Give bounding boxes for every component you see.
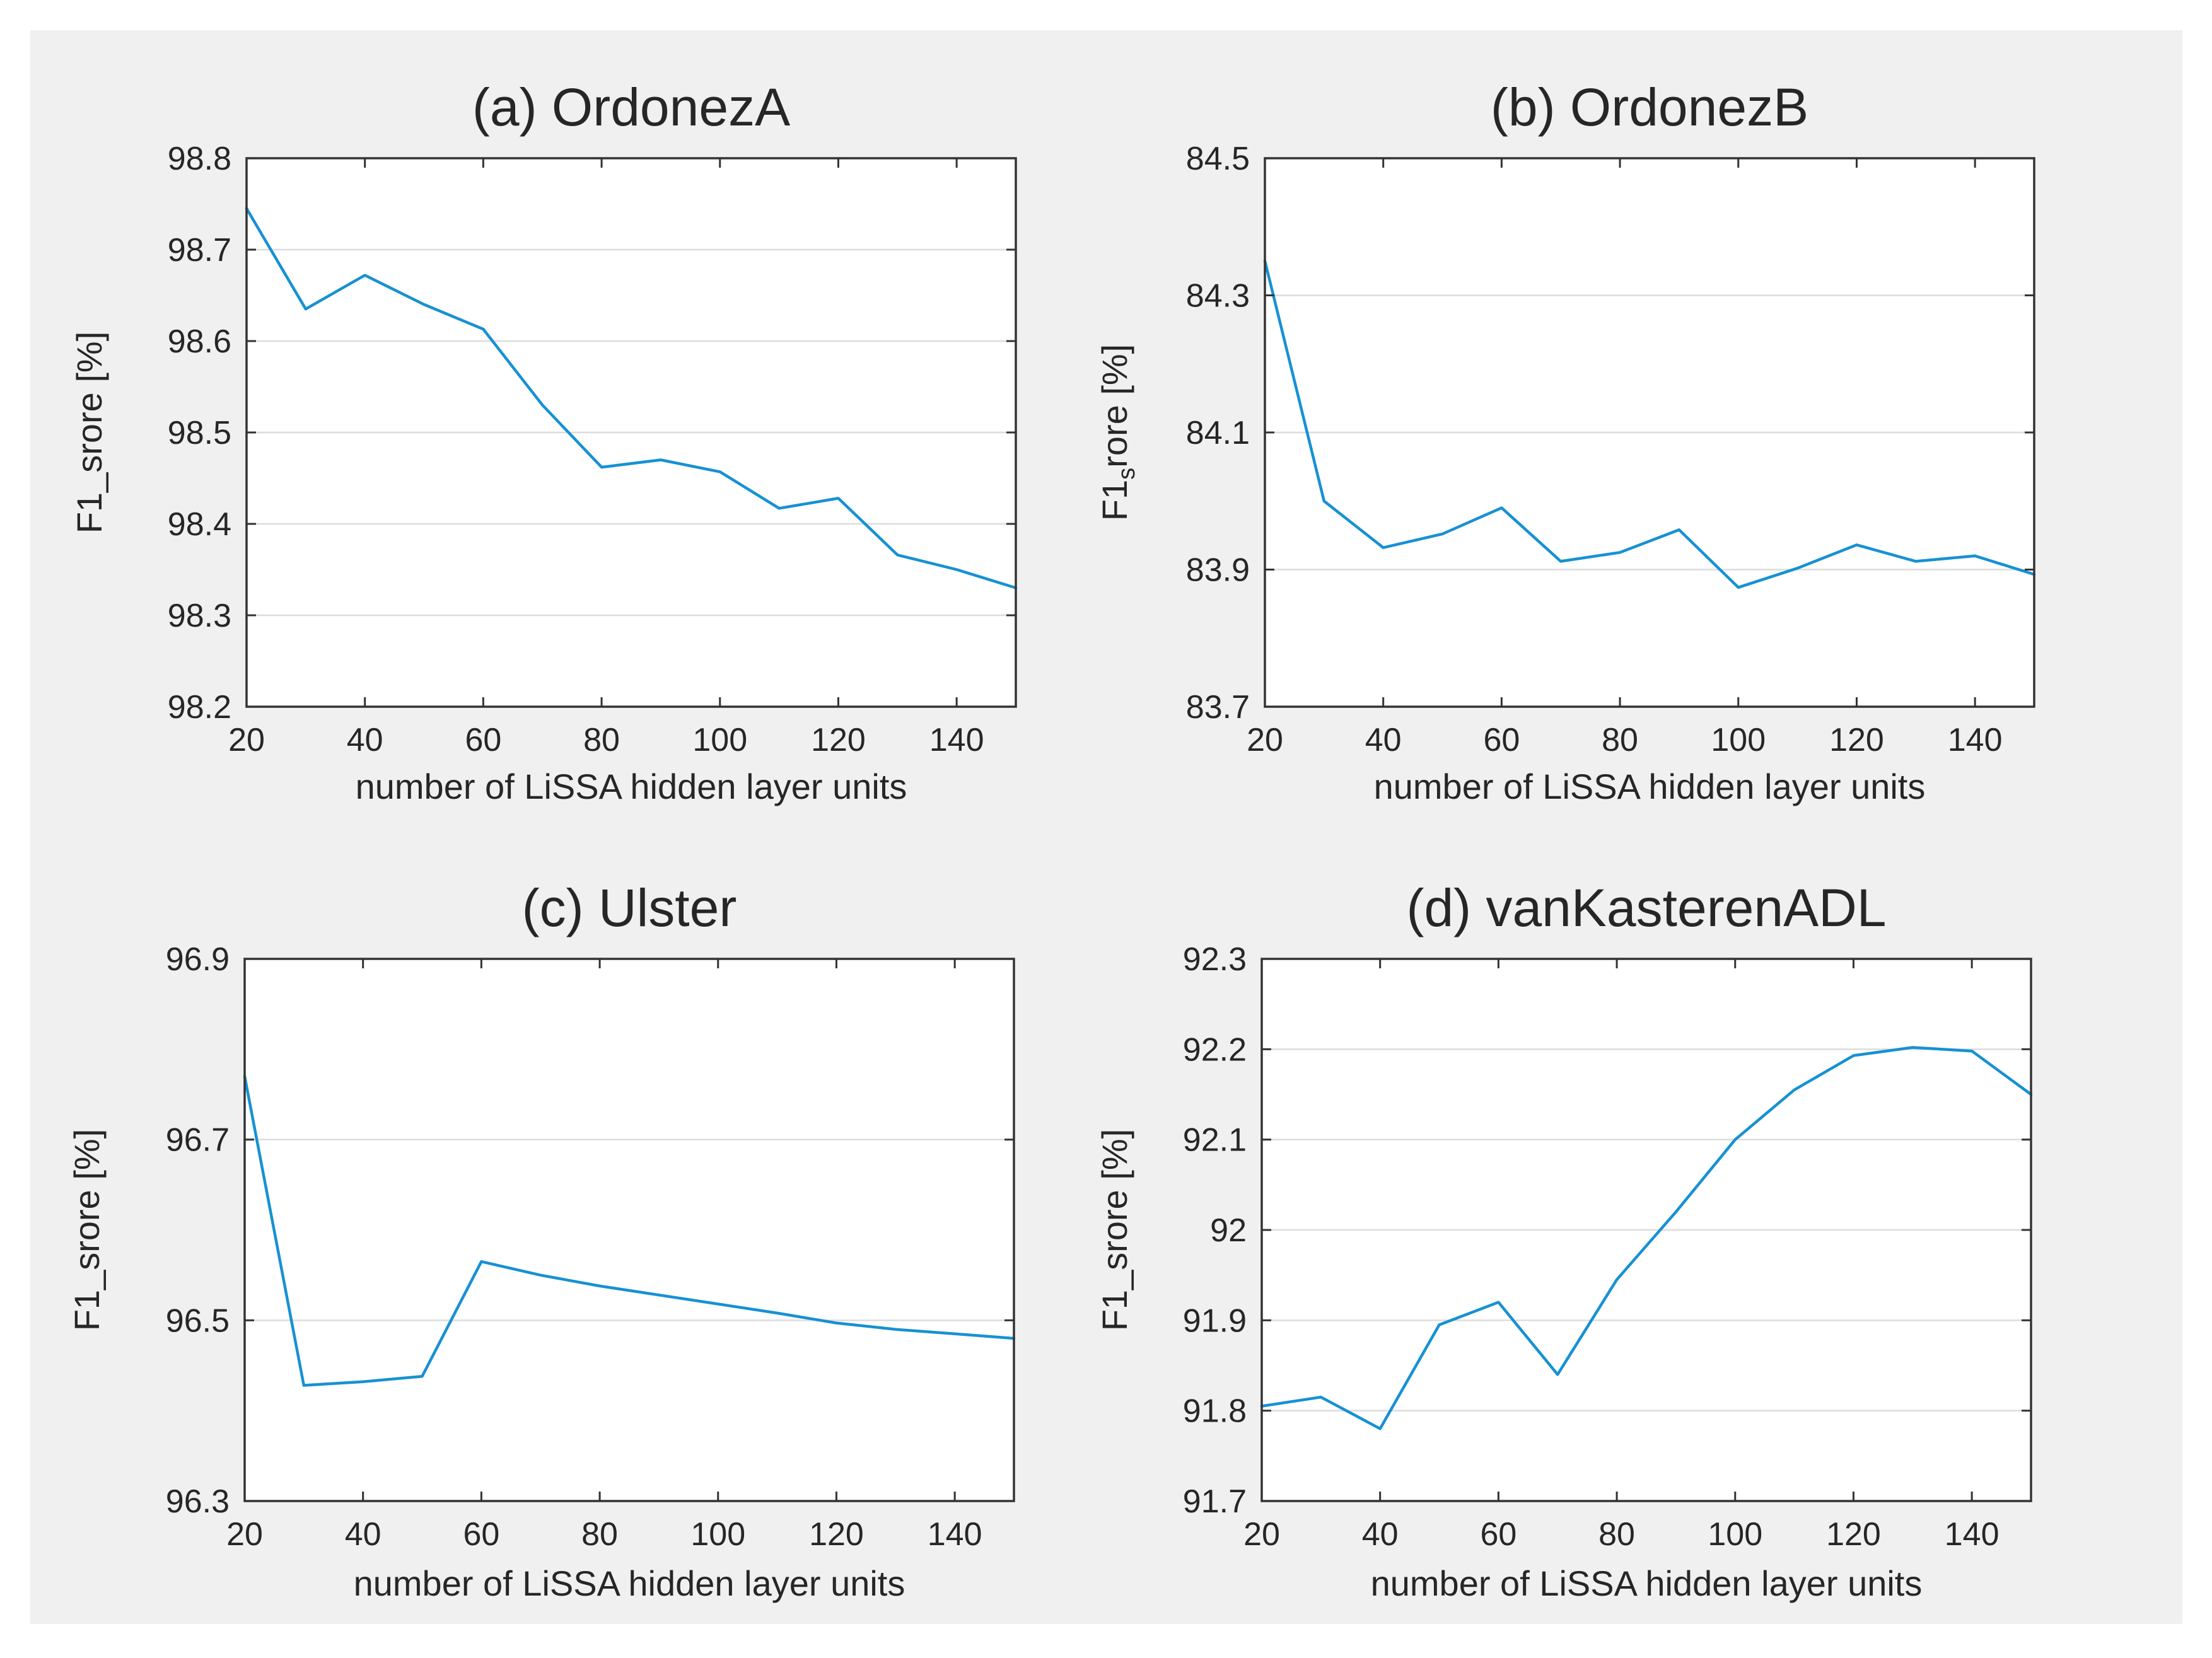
y-tick-label: 98.3 (168, 598, 231, 634)
subplot-d-axes: 20 40 60 80 100 120 140 91.7 91.8 91.9 92 92.1 92.2 9… (1183, 941, 2033, 1553)
y-tick-label: 83.7 (1186, 689, 1250, 726)
y-tick-label: 84.5 (1186, 141, 1250, 177)
y-tick-label: 83.9 (1186, 552, 1250, 589)
y-tick-label: 92.3 (1183, 941, 1247, 978)
subplot-a-ylabel: F1_srore [%] (69, 331, 109, 534)
x-tick-label: 100 (1711, 722, 1766, 758)
y-tick-label: 98.4 (168, 506, 231, 543)
x-tick-label: 20 (226, 1516, 263, 1553)
data-series-line (1263, 259, 2036, 589)
x-tick-label: 100 (690, 1516, 745, 1553)
plot-area (245, 959, 1014, 1501)
y-tick-label: 84.1 (1186, 415, 1250, 451)
subplot-b-xlabel: number of LiSSA hidden layer units (1373, 767, 1926, 806)
x-tick-label: 140 (1945, 1516, 2000, 1553)
x-tick-label: 100 (1708, 1516, 1762, 1553)
subplot-c-ylabel: F1_srore [%] (67, 1128, 107, 1331)
y-tick-label: 92.2 (1183, 1031, 1247, 1068)
x-tick-label: 20 (1243, 1516, 1280, 1553)
subplot-a-title: (a) OrdonezA (472, 78, 791, 137)
y-tick-label: 98.6 (168, 323, 231, 360)
data-series-line (1260, 1046, 2033, 1430)
x-tick-label: 40 (1365, 722, 1402, 758)
subplot-d-xlabel: number of LiSSA hidden layer units (1370, 1563, 1923, 1603)
x-tick-label: 80 (1598, 1516, 1635, 1553)
axes-box (243, 958, 1015, 1502)
y-tick-label: 84.3 (1186, 278, 1250, 315)
x-tick-label: 60 (1480, 1516, 1516, 1553)
y-tick-label: 98.5 (168, 415, 231, 451)
subplot-c-xlabel: number of LiSSA hidden layer units (353, 1563, 905, 1603)
y-tick-label: 96.9 (166, 941, 230, 978)
x-tick-label: 120 (1829, 722, 1884, 758)
x-tick-label: 80 (583, 722, 620, 758)
x-tick-label: 140 (929, 722, 984, 758)
x-tick-label: 140 (1948, 722, 2003, 758)
x-tick-label: 80 (1602, 722, 1638, 758)
x-tick-label: 60 (1483, 722, 1520, 758)
y-tick-label: 98.2 (168, 689, 231, 726)
y-tick-label: 92 (1210, 1212, 1247, 1249)
y-tick-label: 91.8 (1183, 1393, 1247, 1430)
x-tick-label: 120 (811, 722, 866, 758)
ylabel-text: rore [%] (1095, 344, 1134, 468)
y-tick-label: 92.1 (1183, 1122, 1247, 1159)
subplot-a-xlabel: number of LiSSA hidden layer units (355, 767, 907, 806)
subplot-b-axes: 20 40 60 80 100 120 140 83.7 83.9 84.1 84.3 84.5 (1186, 141, 2036, 758)
x-tick-label: 100 (692, 722, 747, 758)
subplot-c-axes: 20 40 60 80 100 120 140 96.3 96.5 96.7 96.9 (166, 941, 1016, 1553)
y-tick-label: 96.7 (166, 1122, 230, 1159)
data-series-line (243, 1075, 1016, 1387)
x-tick-label: 80 (581, 1516, 618, 1553)
figure-background: (a) OrdonezA F1_srore [%] 20 40 60 80 100 120… (30, 30, 2182, 1624)
x-tick-label: 20 (228, 722, 265, 758)
y-tick-label: 96.5 (166, 1302, 230, 1339)
x-tick-label: 40 (345, 1516, 381, 1553)
subplot-d-ylabel: F1_srore [%] (1095, 1128, 1134, 1331)
x-tick-label: 20 (1247, 722, 1283, 758)
y-tick-label: 96.3 (166, 1483, 230, 1520)
subplot-a-axes: 20 40 60 80 100 120 140 98.2 98.3 98.4 98.5 98.6 98.… (168, 141, 1018, 758)
subplot-d-title: (d) vanKasterenADL (1406, 878, 1887, 937)
x-tick-label: 60 (463, 1516, 499, 1553)
ylabel-subscript: s (1114, 467, 1141, 480)
y-tick-label: 98.7 (168, 232, 231, 269)
subplot-c-title: (c) Ulster (521, 878, 737, 937)
subplot-b-ylabel: F1srore [%] (1095, 344, 1141, 521)
x-tick-label: 120 (809, 1516, 864, 1553)
y-tick-label: 98.8 (168, 141, 231, 177)
x-tick-label: 40 (1362, 1516, 1399, 1553)
subplot-b-title: (b) OrdonezB (1490, 78, 1809, 137)
data-series-line (245, 207, 1018, 589)
x-tick-label: 40 (347, 722, 383, 758)
x-tick-label: 140 (928, 1516, 982, 1553)
x-tick-label: 60 (465, 722, 501, 758)
y-tick-label: 91.9 (1183, 1302, 1247, 1339)
x-tick-label: 120 (1826, 1516, 1881, 1553)
y-tick-label: 91.7 (1183, 1483, 1247, 1520)
ylabel-text: F1 (1095, 479, 1134, 521)
